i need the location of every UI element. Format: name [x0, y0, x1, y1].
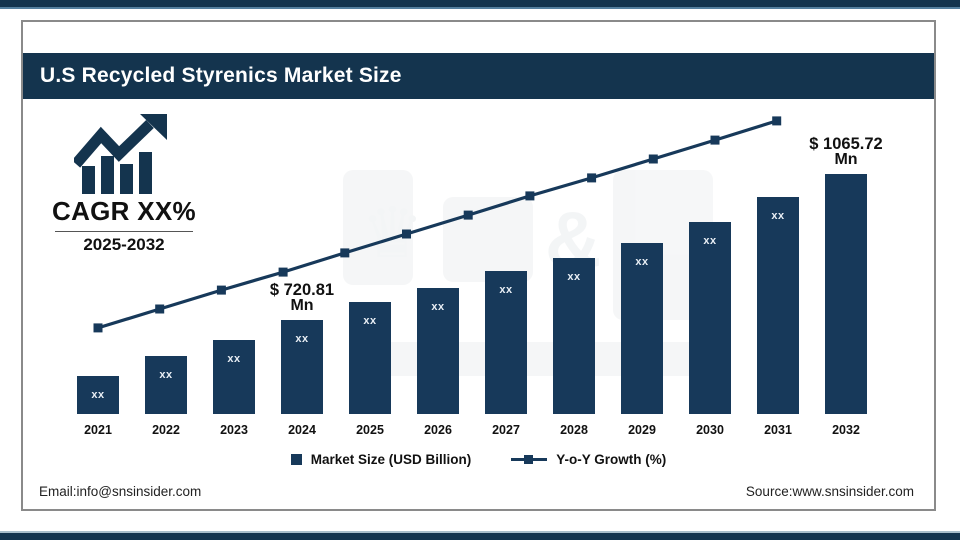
x-axis-label-2028: 2028 [560, 423, 588, 437]
x-axis-label-2023: 2023 [220, 423, 248, 437]
bar-value-label: xx [567, 271, 581, 283]
bar-2024: xx [281, 320, 323, 414]
bar-value-label: xx [363, 315, 377, 327]
bar-2031: xx [757, 197, 799, 414]
bar-2027: xx [485, 271, 527, 414]
top-accent-line [0, 7, 960, 9]
bar-value-label: xx [499, 284, 513, 296]
bar-2030: xx [689, 222, 731, 414]
bar-2022: xx [145, 356, 187, 414]
x-axis-label-2029: 2029 [628, 423, 656, 437]
legend-item-market-size: Market Size (USD Billion) [290, 452, 472, 467]
bar-value-label: xx [635, 256, 649, 268]
bar-value-label: xx [91, 389, 105, 401]
page-title: U.S Recycled Styrenics Market Size [40, 64, 402, 87]
x-axis-label-2024: 2024 [288, 423, 316, 437]
legend-label: Y-o-Y Growth (%) [556, 452, 667, 467]
bar-value-label: xx [295, 333, 309, 345]
x-axis-label-2030: 2030 [696, 423, 724, 437]
legend-label: Market Size (USD Billion) [310, 452, 472, 467]
bar-value-label: xx [159, 369, 173, 381]
x-axis-label-2031: 2031 [764, 423, 792, 437]
source-link: Source:www.snsinsider.com [745, 484, 914, 499]
x-axis-label-2027: 2027 [492, 423, 520, 437]
bar-series-swatch-icon [290, 454, 302, 465]
x-axis-label-2032: 2032 [832, 423, 860, 437]
chart-legend: Market Size (USD Billion) Y-o-Y Growth (… [23, 452, 934, 467]
x-axis-label-2022: 2022 [152, 423, 180, 437]
bar-value-label [825, 174, 867, 187]
value-annotation-2024: $ 720.81 Mn [269, 281, 335, 314]
x-axis-label-2025: 2025 [356, 423, 384, 437]
bar-2021: xx [77, 376, 119, 414]
bar-2026: xx [417, 288, 459, 414]
bar-2029: xx [621, 243, 663, 414]
bar-2025: xx [349, 302, 391, 414]
top-border-strip [0, 0, 960, 7]
bottom-accent-line [0, 531, 960, 533]
chart-frame: U.S Recycled Styrenics Market Size CAGR … [21, 20, 936, 511]
x-axis-label-2021: 2021 [84, 423, 112, 437]
value-annotation-2032: $ 1065.72 Mn [809, 135, 883, 168]
bar-value-label: xx [703, 235, 717, 247]
bar-2023: xx [213, 340, 255, 414]
bar-2028: xx [553, 258, 595, 414]
bar-2032 [825, 174, 867, 414]
bottom-border-strip [0, 533, 960, 540]
x-axis-label-2026: 2026 [424, 423, 452, 437]
bar-value-label: xx [227, 353, 241, 365]
contact-email: Email:info@snsinsider.com [39, 484, 202, 499]
line-series-swatch-icon [511, 455, 548, 464]
bar-value-label: xx [431, 301, 445, 313]
title-bar: U.S Recycled Styrenics Market Size [23, 53, 934, 99]
legend-item-yoy-growth: Y-o-Y Growth (%) [511, 452, 666, 467]
bar-value-label: xx [771, 210, 785, 222]
chart-plot-area: xx 2021 xx 2022 xx 2023 xx 2024 xx 2025 xx 2026 xx 20… [23, 22, 934, 509]
